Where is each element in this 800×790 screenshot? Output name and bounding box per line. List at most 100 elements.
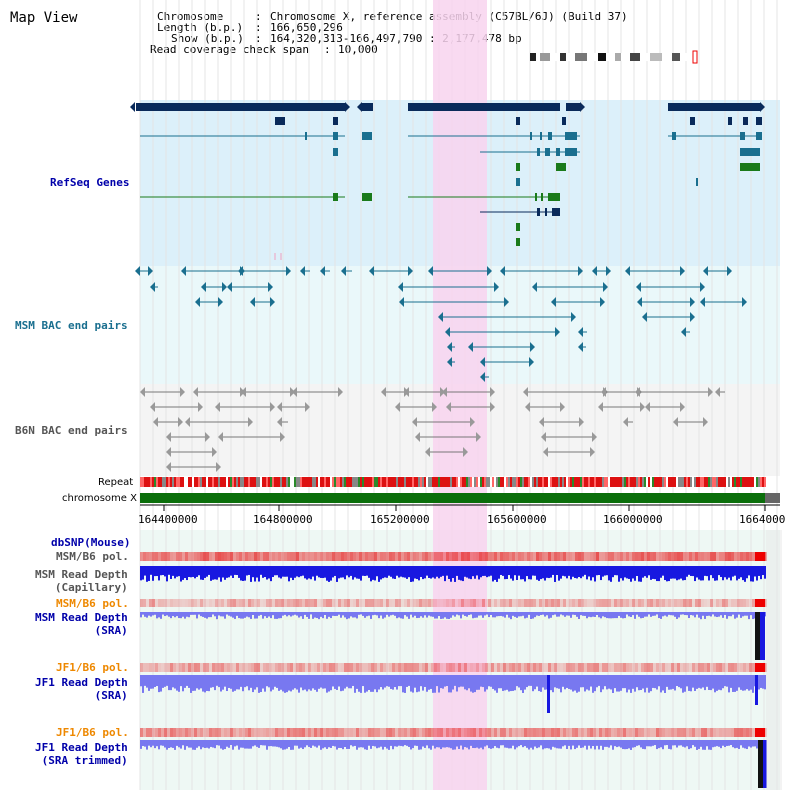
read-depth-bin <box>334 566 336 576</box>
track-label-refseq[interactable]: RefSeq Genes <box>50 176 130 189</box>
read-depth-bin <box>338 612 340 615</box>
repeat-element <box>292 477 294 487</box>
read-depth-bin <box>734 740 736 749</box>
polymorphism-bin <box>749 728 752 737</box>
read-depth-bin <box>742 566 744 581</box>
read-depth-bin <box>578 740 580 746</box>
polymorphism-bin <box>497 728 500 737</box>
read-depth-bin <box>530 675 532 686</box>
read-depth-bin <box>370 675 372 692</box>
repeat-element <box>174 477 176 487</box>
read-depth-bin <box>222 740 224 750</box>
polymorphism-bin <box>344 728 347 737</box>
polymorphism-bin <box>194 663 197 672</box>
polymorphism-bin <box>665 663 668 672</box>
read-depth-bin <box>222 612 224 617</box>
polymorphism-bin <box>740 663 743 672</box>
polymorphism-bin <box>647 599 650 607</box>
read-depth-bin <box>258 675 260 693</box>
msm-bac-end <box>227 282 232 292</box>
repeat-element <box>454 477 456 487</box>
read-depth-bin <box>176 612 178 617</box>
polymorphism-bin <box>710 663 713 672</box>
read-depth-bin <box>664 740 666 746</box>
read-depth-bin <box>526 675 528 688</box>
polymorphism-bin <box>398 552 401 561</box>
repeat-element <box>632 477 634 487</box>
repeat-element <box>512 477 514 487</box>
b6n-bac-end <box>241 387 246 397</box>
polymorphism-bin <box>728 663 731 672</box>
read-depth-bin <box>750 675 752 690</box>
polymorphism-bin <box>215 728 218 737</box>
read-depth-bin <box>478 675 480 690</box>
polymorphism-bin <box>245 663 248 672</box>
read-depth-bin <box>512 675 514 691</box>
gene-block <box>566 103 580 111</box>
polymorphism-bin <box>416 552 419 561</box>
read-depth-bin <box>736 612 738 618</box>
read-depth-bin <box>168 612 170 617</box>
polymorphism-bin <box>212 728 215 737</box>
read-depth-bin <box>732 566 734 577</box>
polymorphism-bin <box>383 552 386 561</box>
polymorphism-bin <box>644 728 647 737</box>
read-depth-bin <box>372 740 374 746</box>
read-depth-bin <box>744 612 746 616</box>
read-depth-bin <box>284 675 286 693</box>
polymorphism-bin <box>728 599 731 607</box>
read-depth-bin <box>530 740 532 748</box>
polymorphism-bin <box>578 663 581 672</box>
read-depth-bin <box>618 566 620 582</box>
read-depth-bin <box>510 566 512 579</box>
track-label-dbsnp[interactable]: dbSNP(Mouse) <box>51 536 131 549</box>
read-depth-bin <box>238 612 240 619</box>
track-label-b6n-bac[interactable]: B6N BAC end pairs <box>15 424 128 437</box>
read-depth-bin <box>356 740 358 750</box>
repeat-element <box>640 477 642 487</box>
read-depth-bin <box>322 740 324 749</box>
read-depth-bin <box>672 675 674 689</box>
polymorphism-bin <box>485 728 488 737</box>
gene-strand-arrow <box>760 102 765 112</box>
repeat-element <box>324 477 326 487</box>
read-depth-bin <box>296 740 298 746</box>
repeat-element <box>412 477 414 487</box>
track-label-msm-bac[interactable]: MSM BAC end pairs <box>15 319 128 332</box>
polymorphism-peak <box>755 728 765 737</box>
read-depth-bin <box>422 675 424 691</box>
repeat-element <box>418 477 420 487</box>
read-depth-bin <box>462 612 464 615</box>
read-depth-bin <box>448 740 450 748</box>
read-depth-bin <box>388 675 390 687</box>
read-depth-bin <box>688 612 690 619</box>
read-depth-bin <box>532 675 534 692</box>
read-depth-bin <box>478 612 480 616</box>
polymorphism-bin <box>647 728 650 737</box>
repeat-element <box>498 477 500 487</box>
read-depth-bin <box>274 740 276 747</box>
read-depth-bin <box>698 566 700 580</box>
polymorphism-bin <box>719 599 722 607</box>
repeat-element <box>678 477 680 487</box>
read-depth-bin <box>294 612 296 615</box>
polymorphism-bin <box>260 552 263 561</box>
repeat-element <box>604 477 606 487</box>
read-depth-bin <box>620 675 622 691</box>
read-depth-bin <box>398 612 400 618</box>
repeat-element <box>460 477 462 487</box>
read-depth-bin <box>326 612 328 619</box>
read-depth-bin <box>272 675 274 690</box>
polymorphism-bin <box>368 663 371 672</box>
read-depth-bin <box>674 740 676 746</box>
polymorphism-bin <box>746 663 749 672</box>
read-depth-bin <box>478 740 480 749</box>
read-depth-bin <box>666 566 668 582</box>
polymorphism-bin <box>380 599 383 607</box>
polymorphism-bin <box>374 552 377 561</box>
polymorphism-bin <box>593 728 596 737</box>
read-depth-bin <box>350 612 352 617</box>
read-depth-bin <box>426 675 428 692</box>
read-depth-bin <box>310 675 312 691</box>
